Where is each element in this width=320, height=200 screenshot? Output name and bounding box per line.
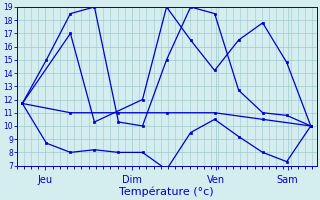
- X-axis label: Température (°c): Température (°c): [119, 186, 214, 197]
